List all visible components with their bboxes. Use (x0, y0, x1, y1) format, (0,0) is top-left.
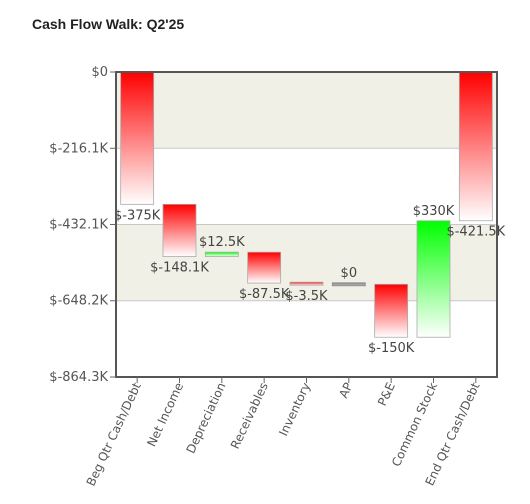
x-tick-label: Common Stock (389, 380, 440, 469)
y-tick-label: $-864.3K (49, 370, 108, 385)
y-tick-label: $-432.1K (49, 217, 108, 232)
data-label: $-3.5K (285, 289, 328, 304)
bar-ap (331, 282, 366, 287)
x-tick-label: P&E (375, 380, 398, 408)
data-label: $-421.5K (446, 225, 505, 240)
bar-common-stock (416, 220, 451, 338)
bar-net-income (162, 203, 197, 257)
y-tick-label: $0 (91, 65, 108, 80)
data-label: $12.5K (199, 235, 245, 250)
data-label: $0 (341, 266, 358, 281)
bar-receivables (247, 251, 282, 284)
x-tick-label: AP (336, 380, 355, 400)
chart-title: Cash Flow Walk: Q2'25 (32, 16, 185, 32)
data-label: $330K (413, 204, 455, 219)
data-label: $-375K (114, 208, 161, 223)
plot-band (116, 72, 497, 149)
x-tick-label: Receivables (228, 380, 271, 451)
y-axis: $0 $-216.1K $-432.1K $-648.2K $-864.3K (49, 65, 116, 385)
data-label: $-148.1K (150, 261, 209, 276)
bar-p-e (374, 283, 409, 338)
bar-beg-qtr-cash-debt (120, 71, 155, 205)
data-labels: $-375K $-148.1K $12.5K $-87.5K$-3.5K $0 $-150… (114, 204, 506, 356)
x-tick-label: Inventory (276, 380, 313, 438)
x-tick-label: Beg Qtr Cash/Debt (84, 380, 144, 488)
bar-depreciation (204, 251, 239, 257)
data-label: $-87.5K (239, 287, 290, 302)
y-tick-label: $-216.1K (49, 141, 108, 156)
bar-end-qtr-cash-debt (458, 71, 493, 222)
data-label: $-150K (368, 341, 415, 356)
y-tick-label: $-648.2K (49, 294, 108, 309)
bar-inventory (289, 281, 324, 286)
x-tick-label: Depreciation (184, 380, 229, 455)
bars (120, 71, 493, 338)
x-tick-label: Net Income (144, 380, 186, 448)
